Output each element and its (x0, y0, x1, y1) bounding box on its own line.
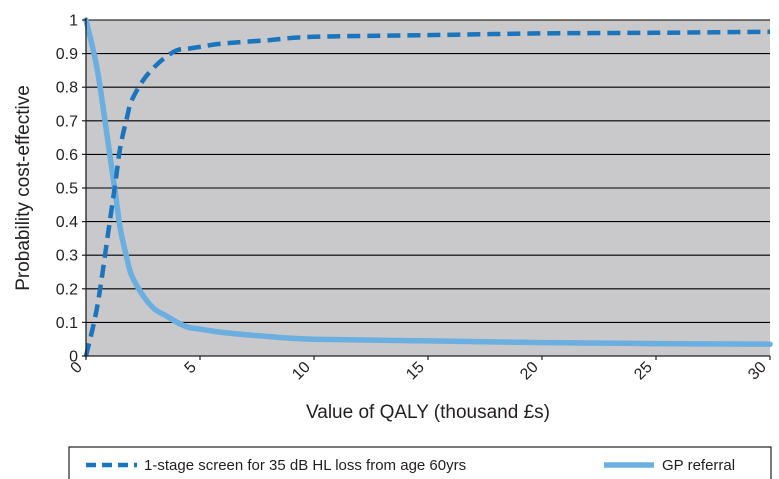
y-tick-label-10: 1 (69, 13, 78, 30)
x-tick-label-3: 15 (403, 359, 428, 384)
y-tick-label-2: 0.2 (56, 281, 78, 298)
y-tick-label-9: 0.9 (56, 46, 78, 63)
x-axis-label: Value of QALY (thousand £s) (306, 402, 550, 423)
y-tick-label-6: 0.6 (56, 147, 78, 164)
y-tick-label-8: 0.8 (56, 80, 78, 97)
legend-label-screen: 1-stage screen for 35 dB HL loss from ag… (144, 457, 466, 474)
x-tick-label-6: 30 (745, 359, 770, 384)
x-tick-label-4: 20 (517, 359, 542, 384)
y-tick-label-3: 0.3 (56, 248, 78, 265)
x-ticks: 0 5 10 15 20 25 30 (68, 356, 770, 383)
y-tick-label-4: 0.4 (56, 214, 78, 231)
y-tick-label-5: 0.5 (56, 181, 78, 198)
x-tick-label-5: 25 (631, 359, 656, 384)
y-axis-label: Probability cost-effective (13, 85, 34, 291)
y-tick-label-7: 0.7 (56, 113, 78, 130)
y-tick-label-1: 0.1 (56, 315, 78, 332)
x-tick-label-1: 5 (182, 359, 200, 377)
x-tick-label-2: 10 (289, 359, 314, 384)
y-ticks: 00.10.20.30.40.50.60.70.80.91 (56, 13, 86, 366)
legend-label-gp-referral: GP referral (662, 457, 735, 474)
legend: 1-stage screen for 35 dB HL loss from ag… (69, 447, 771, 479)
